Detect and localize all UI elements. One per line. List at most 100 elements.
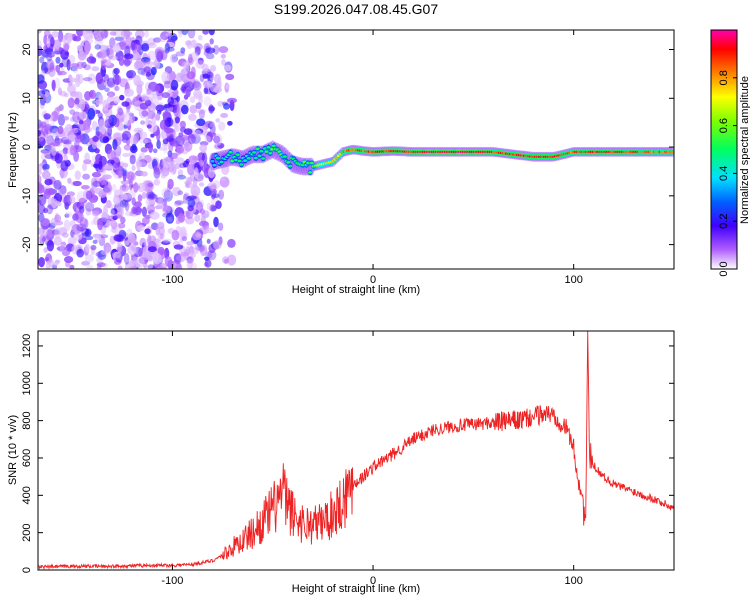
noise-cell	[118, 243, 123, 248]
noise-cell	[208, 106, 216, 112]
noise-cell	[199, 172, 205, 182]
noise-cell	[105, 200, 112, 209]
ridge-core-cell	[234, 158, 238, 162]
noise-cell	[69, 196, 76, 204]
noise-cell	[80, 133, 90, 145]
noise-cell	[170, 79, 179, 91]
noise-cell	[135, 257, 145, 268]
noise-cell	[185, 87, 191, 98]
noise-cell	[185, 176, 193, 183]
noise-cell	[174, 116, 180, 124]
noise-cell	[90, 244, 97, 251]
noise-cell	[84, 152, 90, 163]
noise-cell	[74, 134, 83, 143]
noise-cell	[38, 174, 42, 185]
spectrogram-ytick-label: 20	[21, 43, 33, 55]
noise-cell	[102, 136, 110, 144]
noise-cell	[82, 77, 93, 82]
noise-cell	[67, 85, 76, 94]
snr-series-line	[38, 331, 674, 570]
noise-cell	[153, 179, 161, 186]
noise-cell	[203, 87, 209, 95]
noise-cell	[55, 64, 61, 73]
noise-cell	[112, 74, 122, 86]
noise-cell	[144, 228, 151, 235]
noise-cell	[48, 66, 56, 78]
ridge-core-cell	[264, 150, 269, 153]
noise-cell	[164, 30, 173, 35]
noise-cell	[104, 87, 110, 92]
ridge-core-cell	[671, 150, 674, 154]
noise-cell	[119, 184, 130, 192]
noise-cell	[149, 211, 160, 220]
noise-cell	[114, 189, 123, 199]
noise-cell	[161, 92, 171, 99]
noise-cell	[162, 169, 169, 178]
noise-cell	[104, 61, 112, 66]
noise-cell	[91, 210, 100, 217]
noise-cell	[75, 76, 81, 88]
ridge-core-cell	[235, 153, 240, 156]
noise-cell	[118, 236, 124, 241]
noise-cell	[76, 248, 84, 258]
noise-cell	[123, 114, 133, 127]
noise-cell	[164, 43, 170, 54]
noise-cell	[130, 145, 138, 154]
noise-cell	[54, 153, 63, 164]
noise-cell	[174, 200, 182, 207]
noise-cell	[181, 236, 188, 242]
noise-cell	[189, 96, 196, 104]
noise-cell	[123, 53, 134, 60]
noise-cell	[121, 168, 128, 177]
noise-cell	[83, 64, 91, 71]
noise-cell	[130, 241, 136, 252]
noise-cell	[104, 184, 113, 193]
noise-cell	[218, 46, 229, 54]
noise-cell	[164, 117, 174, 128]
noise-cell	[185, 209, 194, 220]
noise-cell	[220, 113, 229, 118]
ridge-core-cell	[261, 157, 266, 160]
noise-cell	[110, 220, 118, 230]
noise-cell	[213, 240, 220, 250]
noise-cell	[162, 238, 172, 243]
noise-cell	[38, 123, 45, 132]
noise-cell	[38, 45, 43, 57]
noise-cell	[187, 134, 196, 145]
noise-cell	[161, 30, 166, 40]
noise-cell	[194, 214, 201, 223]
noise-cell	[113, 234, 124, 242]
noise-cell	[53, 236, 63, 246]
noise-cell	[113, 214, 123, 219]
noise-cell	[113, 30, 123, 38]
noise-cell	[63, 43, 70, 52]
noise-cell	[118, 222, 126, 229]
noise-cell	[178, 30, 183, 38]
spectrogram-ytick-label: 10	[21, 92, 33, 104]
noise-cell	[131, 165, 136, 171]
ridge-core-cell	[219, 160, 224, 164]
noise-cell	[186, 241, 194, 246]
snr-ylabel: SNR (10 * v/v)	[7, 415, 19, 485]
noise-cell	[117, 265, 123, 269]
noise-cell	[94, 188, 104, 195]
noise-cell	[91, 57, 96, 64]
noise-cell	[38, 170, 42, 175]
noise-cell	[76, 61, 84, 70]
noise-cell	[204, 135, 211, 143]
noise-cell	[84, 254, 94, 263]
noise-cell	[109, 209, 115, 216]
noise-cell	[163, 188, 171, 200]
noise-cell	[174, 157, 185, 165]
noise-cell	[112, 215, 118, 220]
noise-cell	[179, 120, 186, 129]
noise-cell	[105, 115, 113, 124]
noise-cell	[126, 70, 137, 79]
noise-cell	[167, 150, 173, 158]
noise-cell	[183, 128, 193, 136]
noise-cell	[66, 32, 73, 44]
noise-cell	[60, 160, 69, 172]
